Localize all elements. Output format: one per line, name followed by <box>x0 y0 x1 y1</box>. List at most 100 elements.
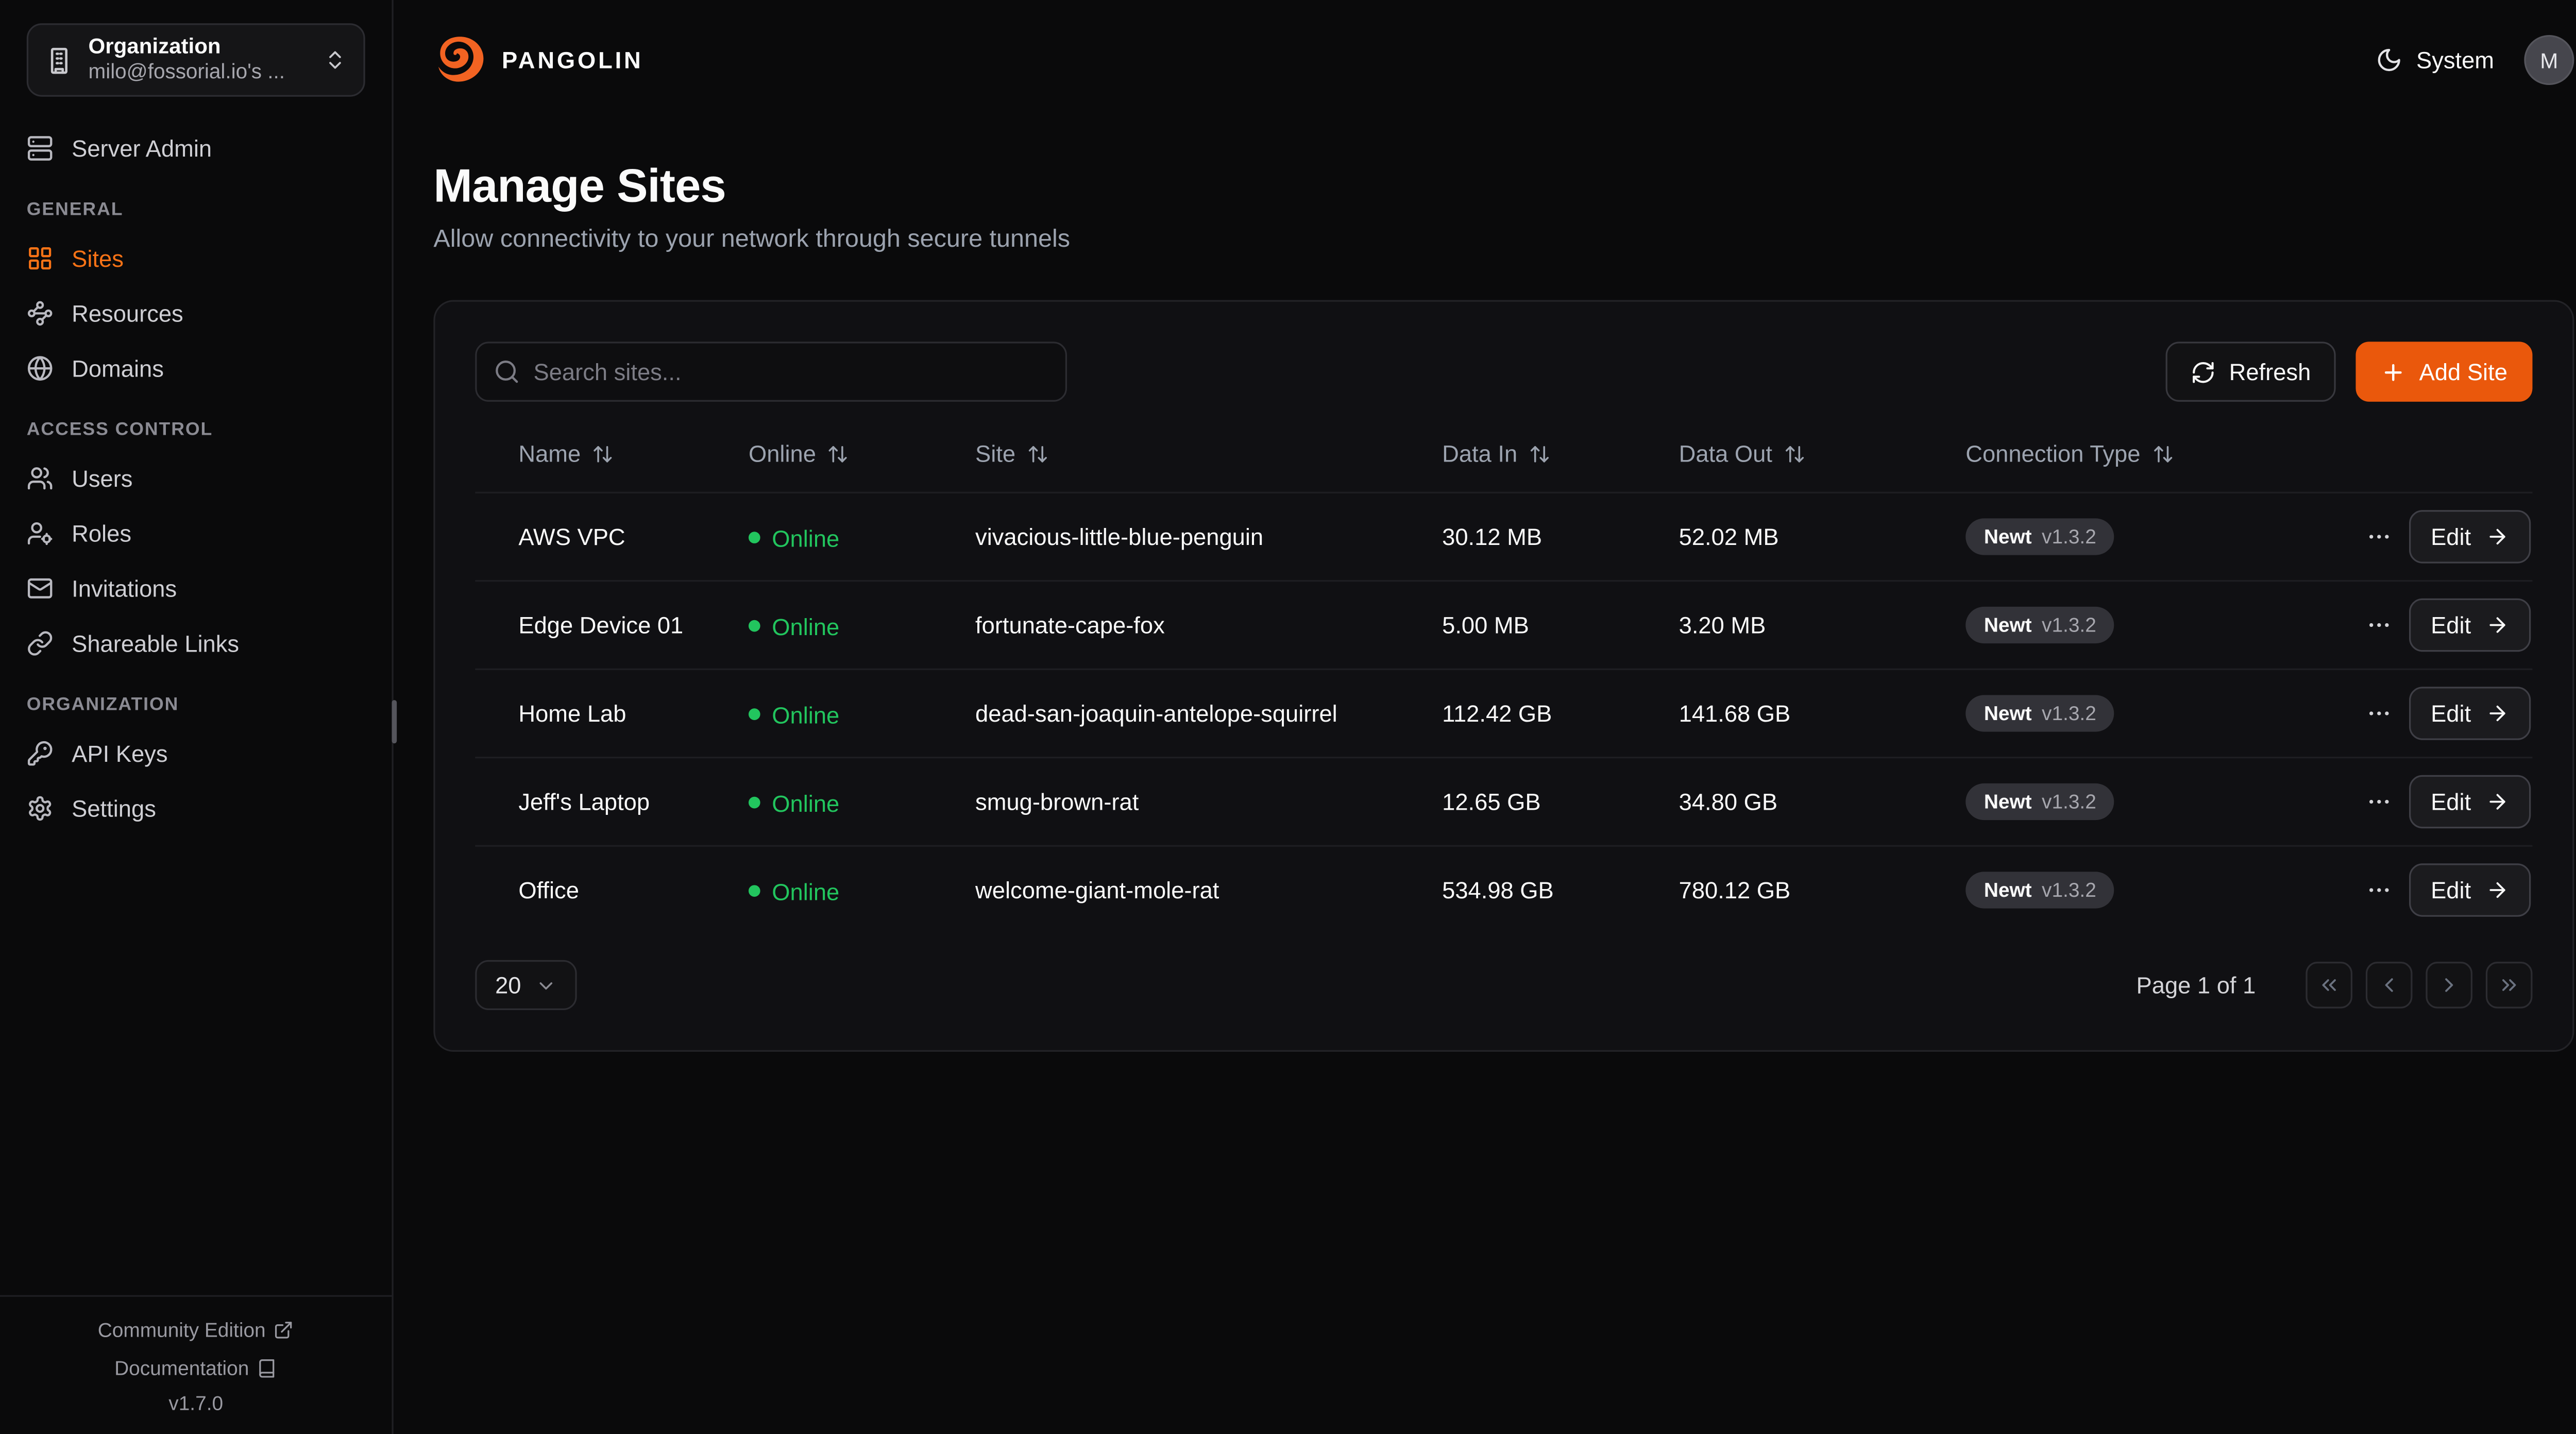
nav-label: Users <box>72 464 133 491</box>
app-version: v1.7.0 <box>168 1391 224 1414</box>
table-row: Jeff's Laptop Online smug-brown-rat 12.6… <box>475 757 2533 845</box>
sidebar-resize-handle[interactable] <box>391 700 397 744</box>
server-icon <box>27 135 53 160</box>
org-picker[interactable]: Organization milo@fossorial.io's ... <box>26 23 365 97</box>
sidebar-item-api-keys[interactable]: API Keys <box>10 725 382 780</box>
table-row: Edge Device 01 Online fortunate-cape-fox… <box>475 580 2533 669</box>
site-slug: vivacious-little-blue-penguin <box>975 523 1264 550</box>
table-row: Home Lab Online dead-san-joaquin-antelop… <box>475 668 2533 757</box>
brand-name: PANGOLIN <box>502 46 643 74</box>
ellipsis-icon <box>2369 799 2389 803</box>
documentation-link[interactable]: Documentation <box>114 1356 277 1379</box>
edit-button[interactable]: Edit <box>2409 687 2531 740</box>
sidebar-item-roles[interactable]: Roles <box>10 505 382 560</box>
sort-icon <box>594 445 613 462</box>
sidebar-item-sites[interactable]: Sites <box>10 230 382 285</box>
card-toolbar: Refresh Add Site <box>475 342 2533 402</box>
table-body: AWS VPC Online vivacious-little-blue-pen… <box>475 491 2533 934</box>
row-actions-button[interactable] <box>2359 604 2399 644</box>
data-out-value: 52.02 MB <box>1679 523 1779 550</box>
chevron-left-icon <box>2385 978 2393 992</box>
status-badge: Online <box>748 878 839 904</box>
row-actions-button[interactable] <box>2359 869 2399 910</box>
refresh-button[interactable]: Refresh <box>2165 342 2336 402</box>
edit-button[interactable]: Edit <box>2409 863 2531 917</box>
site-name: Edge Device 01 <box>518 611 684 639</box>
site-slug: welcome-giant-mole-rat <box>975 877 1219 903</box>
column-header-online[interactable]: Online <box>705 440 932 467</box>
link-icon <box>28 630 53 655</box>
data-out-value: 34.80 GB <box>1679 788 1778 815</box>
nav-label: Server Admin <box>72 134 212 161</box>
page-title: Manage Sites <box>433 160 726 212</box>
data-out-value: 3.20 MB <box>1679 611 1766 639</box>
last-page-button[interactable] <box>2485 962 2533 1009</box>
sidebar-item-domains[interactable]: Domains <box>10 340 382 395</box>
chevrons-left-icon <box>2322 979 2336 991</box>
next-page-button[interactable] <box>2426 962 2472 1009</box>
sidebar-item-settings[interactable]: Settings <box>10 780 382 835</box>
sidebar-footer: Community Edition Documentation v1.7.0 <box>0 1294 392 1434</box>
arrow-right-icon <box>2489 705 2506 722</box>
add-site-button[interactable]: Add Site <box>2355 342 2533 402</box>
sort-icon <box>1786 445 1804 462</box>
connection-type-badge: Newt v1.3.2 <box>1965 872 2115 909</box>
key-icon <box>27 740 53 765</box>
data-in-value: 30.12 MB <box>1442 523 1543 550</box>
gear-icon <box>29 795 52 820</box>
column-header-data-out[interactable]: Data Out <box>1636 440 1923 467</box>
data-out-value: 780.12 GB <box>1679 877 1791 903</box>
search-input[interactable] <box>475 342 1067 402</box>
page-size-select[interactable]: 20 <box>475 960 577 1011</box>
connection-type-badge: Newt v1.3.2 <box>1965 606 2115 644</box>
column-header-name[interactable]: Name <box>475 440 705 467</box>
external-link-icon <box>276 1321 293 1338</box>
org-picker-value: milo@fossorial.io's ... <box>88 60 285 84</box>
row-actions-button[interactable] <box>2359 693 2399 733</box>
column-header-connection-type[interactable]: Connection Type <box>1922 440 2316 467</box>
site-slug: smug-brown-rat <box>975 788 1139 815</box>
book-icon <box>260 1358 275 1377</box>
search-icon <box>496 361 518 383</box>
nav-label: Invitations <box>72 574 177 601</box>
online-dot-icon <box>748 797 760 809</box>
online-dot-icon <box>748 532 760 544</box>
community-edition-link[interactable]: Community Edition <box>98 1318 294 1341</box>
sidebar-item-resources[interactable]: Resources <box>10 285 382 340</box>
row-actions-button[interactable] <box>2359 781 2399 821</box>
data-out-value: 141.68 GB <box>1679 700 1791 727</box>
edit-button[interactable]: Edit <box>2409 775 2531 829</box>
section-label-organization: ORGANIZATION <box>26 695 179 715</box>
theme-label: System <box>2416 46 2495 74</box>
prev-page-button[interactable] <box>2365 962 2413 1009</box>
arrow-right-icon <box>2489 528 2506 545</box>
sidebar-item-users[interactable]: Users <box>10 450 382 505</box>
nav-label: Sites <box>72 244 124 271</box>
sidebar-item-server-admin[interactable]: Server Admin <box>10 120 382 175</box>
site-name: Office <box>518 877 579 903</box>
arrow-right-icon <box>2489 882 2506 898</box>
site-slug: fortunate-cape-fox <box>975 611 1165 639</box>
edit-button[interactable]: Edit <box>2409 598 2531 652</box>
column-header-site[interactable]: Site <box>932 440 1399 467</box>
nav-label: Shareable Links <box>72 629 240 656</box>
edit-button[interactable]: Edit <box>2409 510 2531 564</box>
theme-toggle-button[interactable]: System <box>2376 46 2495 74</box>
table-header-row: Name Online Site Data In Data Out Connec… <box>475 415 2532 492</box>
moon-icon <box>2378 48 2401 72</box>
first-page-button[interactable] <box>2306 962 2352 1009</box>
row-actions-button[interactable] <box>2359 516 2399 556</box>
brand: PANGOLIN <box>433 33 643 87</box>
sort-icon <box>1029 445 1047 462</box>
chevrons-right-icon <box>2502 979 2516 991</box>
site-name: Jeff's Laptop <box>518 788 650 815</box>
ellipsis-icon <box>2369 887 2389 892</box>
ellipsis-icon <box>2369 710 2389 715</box>
building-icon <box>50 47 67 73</box>
avatar[interactable]: M <box>2524 35 2574 86</box>
sidebar-item-invitations[interactable]: Invitations <box>10 560 382 615</box>
sites-card: Refresh Add Site Name Online Site Data I… <box>433 300 2574 1052</box>
sidebar-item-shareable-links[interactable]: Shareable Links <box>10 615 382 670</box>
topbar: PANGOLIN System M <box>394 0 2576 120</box>
column-header-data-in[interactable]: Data In <box>1399 440 1636 467</box>
